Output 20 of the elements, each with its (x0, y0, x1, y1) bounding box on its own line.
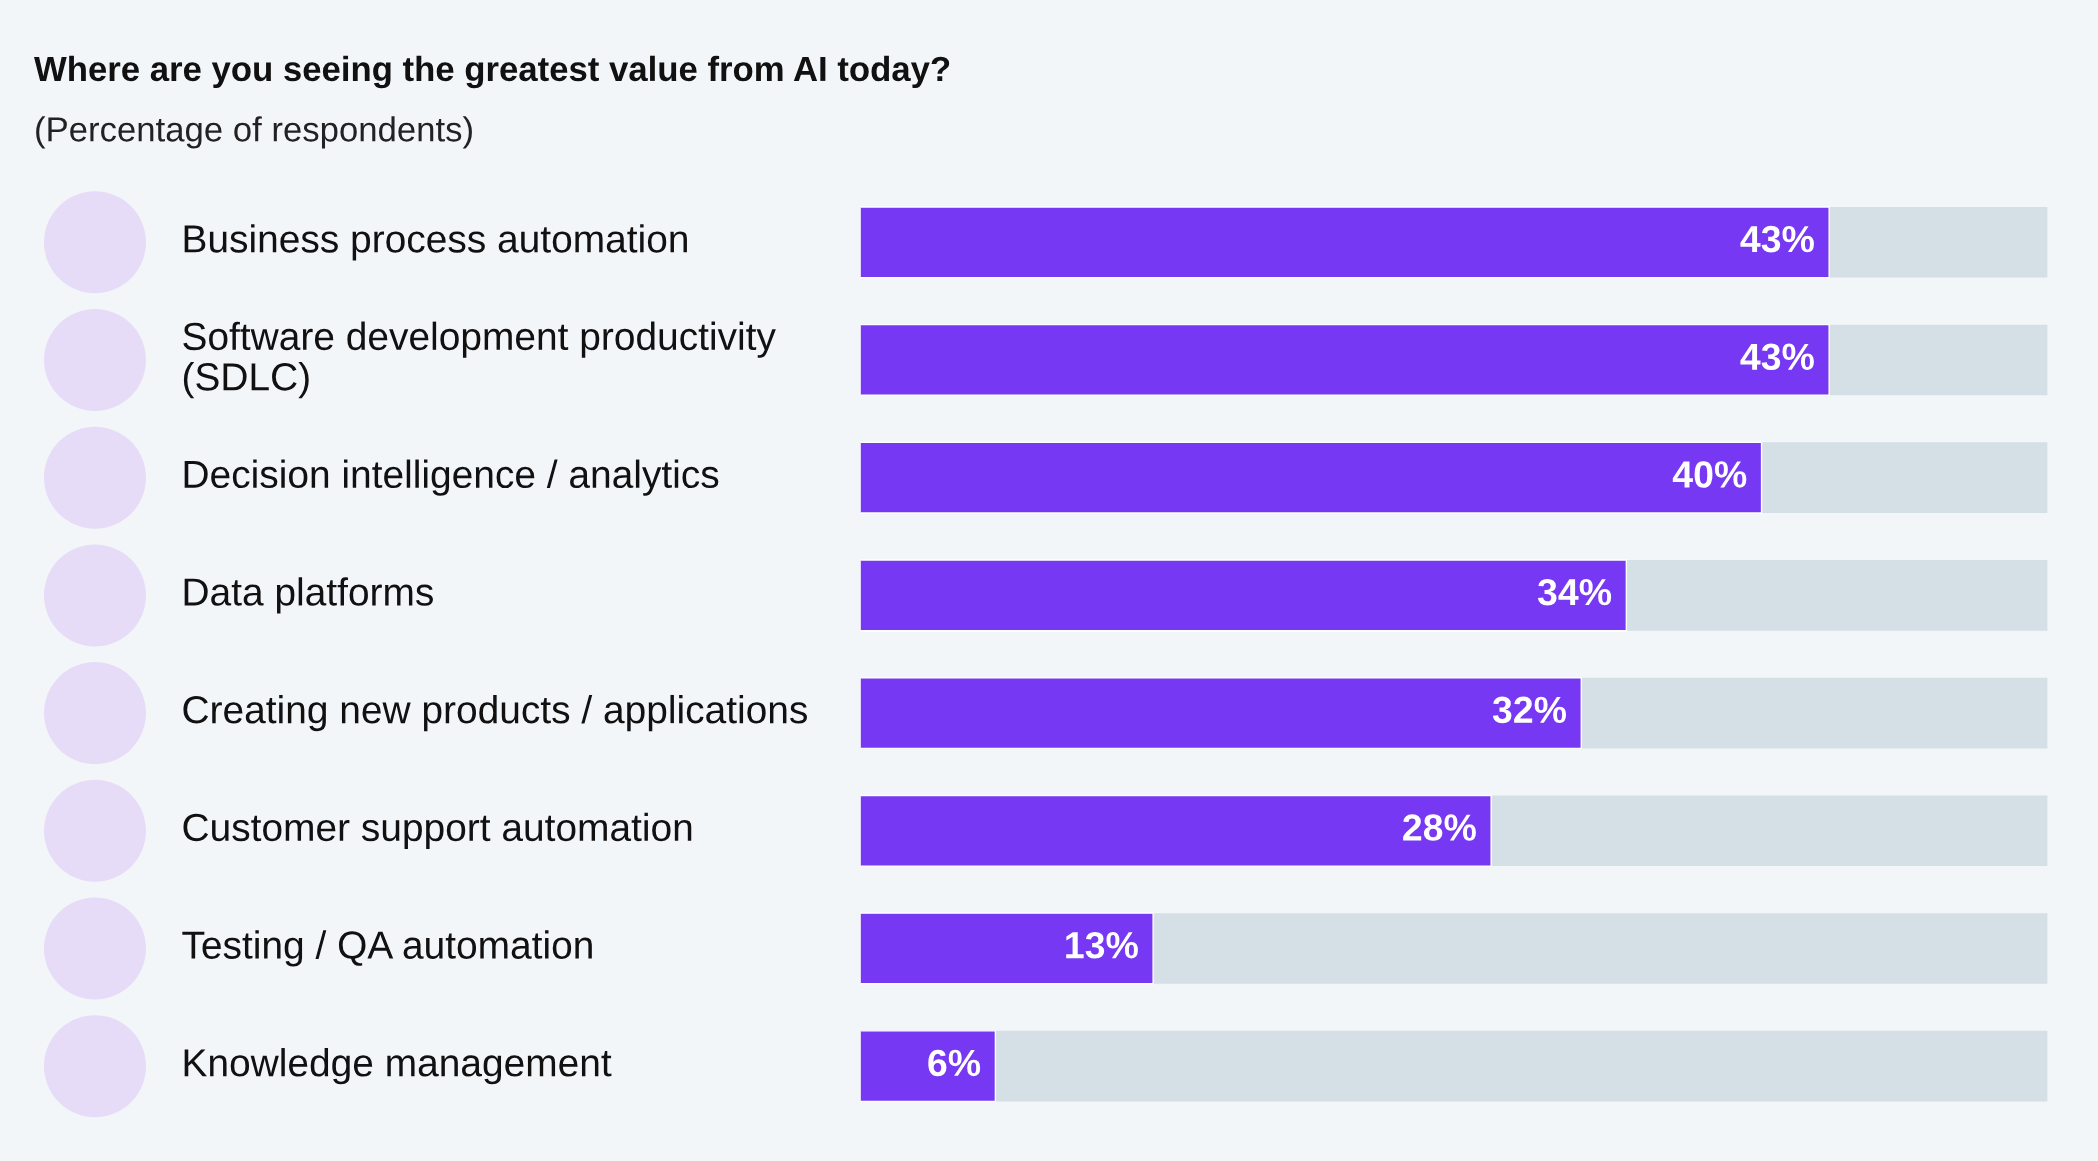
y-tick-label: Decision intelligence / analytics (184, 459, 719, 496)
data-label: 43% (1740, 225, 1814, 253)
data-label: 6% (928, 1049, 981, 1077)
text: (Percentage of respondents) (36, 116, 472, 149)
y-tick-label: Customer support automation (183, 812, 692, 849)
data-label: 13% (1066, 931, 1138, 959)
y-tick-label: Business process automation (184, 224, 687, 261)
y-tick-label: Data platforms (184, 577, 433, 614)
data-label: 34% (1537, 578, 1612, 606)
y-tick-label: Knowledge management (184, 1048, 612, 1085)
y-tick-label: Testing / QA automation (182, 930, 592, 967)
data-label: 28% (1403, 814, 1476, 841)
text: Where are you seeing the greatest value from AI today? (34, 55, 950, 89)
bar (860, 1030, 997, 1103)
data-label: 32% (1492, 696, 1567, 724)
y-tick-label: Creating new products / applications (183, 694, 807, 732)
data-label: 40% (1672, 461, 1747, 488)
data-label: 43% (1740, 343, 1814, 371)
y-tick-label: Software development productivity (SDLC) (183, 321, 776, 399)
bar (860, 912, 1154, 985)
